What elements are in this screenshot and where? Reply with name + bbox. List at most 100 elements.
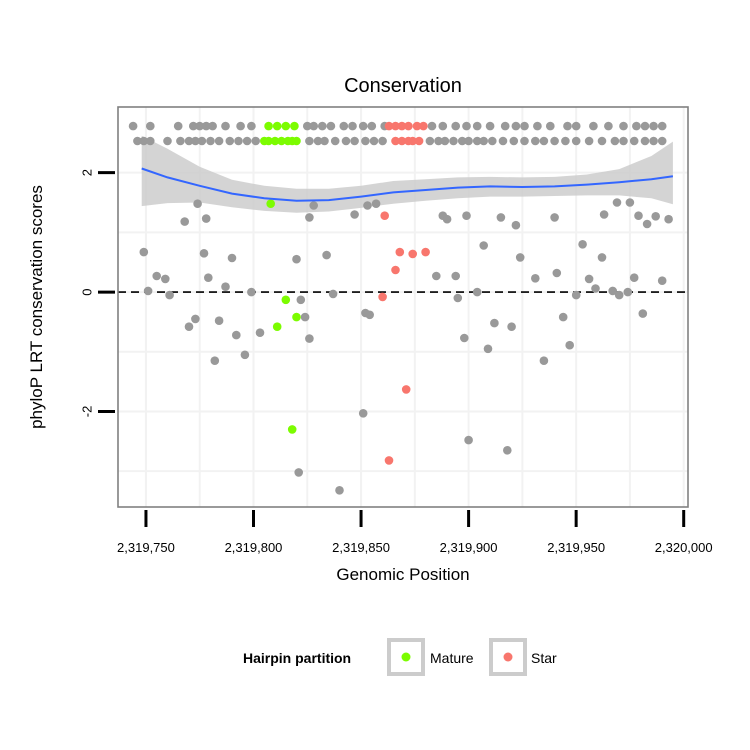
point-star-3	[404, 121, 413, 131]
point-other-101	[221, 282, 230, 292]
point-other-139	[515, 253, 525, 262]
point-other-72	[509, 136, 519, 146]
point-other-11	[309, 121, 319, 131]
point-other-27	[520, 121, 529, 131]
point-other-153	[612, 198, 622, 207]
point-other-56	[330, 136, 340, 146]
point-other-147	[578, 240, 587, 249]
point-star-18	[384, 456, 394, 465]
point-other-31	[571, 121, 581, 131]
point-mature-11	[266, 199, 276, 208]
point-other-67	[464, 136, 473, 146]
panel-background	[118, 107, 688, 507]
point-other-23	[472, 121, 482, 131]
point-other-65	[449, 136, 458, 146]
point-other-21	[451, 121, 461, 131]
point-other-90	[161, 274, 170, 284]
legend-dot-star	[503, 652, 513, 662]
point-other-0	[128, 121, 138, 131]
legend-dot-mature	[401, 652, 411, 662]
point-other-62	[425, 136, 435, 146]
point-other-22	[462, 121, 471, 131]
point-other-13	[326, 121, 336, 131]
point-other-63	[434, 136, 443, 146]
point-star-6	[391, 136, 400, 146]
point-other-35	[632, 121, 641, 131]
point-other-123	[432, 271, 441, 281]
point-other-77	[561, 136, 570, 146]
y-axis: -2 0 2	[79, 169, 115, 417]
point-other-3	[189, 121, 198, 131]
point-other-46	[197, 136, 207, 146]
point-other-137	[507, 322, 516, 332]
point-other-112	[309, 201, 319, 210]
point-other-103	[232, 330, 241, 340]
point-star-14	[408, 249, 418, 259]
point-other-149	[591, 284, 600, 293]
point-other-55	[320, 136, 329, 146]
point-other-82	[619, 136, 628, 146]
chart-title: Conservation	[344, 75, 462, 97]
point-other-42	[163, 136, 172, 146]
point-other-114	[322, 250, 331, 260]
point-other-48	[214, 136, 224, 146]
point-other-97	[201, 214, 211, 223]
point-mature-15	[287, 425, 297, 434]
point-other-91	[165, 290, 174, 300]
plot-panel	[117, 106, 689, 508]
smooth-band	[141, 135, 673, 213]
point-other-132	[479, 241, 489, 250]
x-axis-title: Genomic Position	[336, 565, 469, 584]
point-other-25	[500, 121, 510, 131]
y-tick-label-2: 2	[79, 169, 94, 176]
x-axis: 2,319,750 2,319,800 2,319,850 2,319,900 2,31…	[117, 510, 713, 555]
point-other-49	[225, 136, 235, 146]
point-other-158	[634, 211, 643, 220]
point-other-144	[558, 312, 568, 322]
point-other-59	[361, 136, 370, 146]
point-other-118	[358, 409, 368, 418]
point-other-30	[563, 121, 572, 131]
point-other-102	[227, 253, 237, 263]
point-other-50	[234, 136, 243, 146]
legend-title: Hairpin partition	[243, 650, 351, 666]
point-other-104	[240, 350, 250, 360]
point-other-17	[367, 121, 377, 131]
point-other-88	[143, 286, 153, 296]
point-other-69	[479, 136, 489, 146]
point-other-68	[472, 136, 482, 146]
smooth-curve	[141, 167, 674, 202]
point-other-120	[363, 201, 372, 210]
point-other-34	[619, 121, 628, 131]
point-other-45	[191, 136, 200, 146]
point-other-148	[584, 274, 594, 284]
y-tick-label-1: 0	[79, 288, 94, 295]
point-other-135	[496, 213, 506, 222]
legend-label-star: Star	[531, 650, 557, 666]
point-other-54	[313, 136, 323, 146]
point-other-98	[204, 273, 213, 283]
point-star-12	[391, 265, 400, 275]
point-other-122	[371, 199, 381, 208]
point-other-57	[341, 136, 351, 146]
point-star-13	[395, 247, 405, 257]
point-other-43	[176, 136, 185, 146]
point-other-80	[597, 136, 607, 146]
point-other-110	[305, 213, 314, 222]
point-other-24	[485, 121, 495, 131]
point-other-40	[139, 136, 149, 146]
point-other-9	[247, 121, 256, 131]
point-other-141	[539, 356, 549, 366]
point-other-136	[503, 446, 512, 455]
point-other-121	[365, 310, 375, 320]
point-other-75	[539, 136, 549, 146]
point-other-47	[206, 136, 215, 146]
x-tick-label-3: 2,319,900	[440, 540, 498, 555]
point-other-96	[199, 249, 209, 258]
point-other-28	[533, 121, 542, 131]
confidence-band	[141, 135, 673, 213]
point-other-64	[440, 136, 450, 146]
point-other-140	[531, 274, 540, 283]
point-other-10	[303, 121, 312, 131]
